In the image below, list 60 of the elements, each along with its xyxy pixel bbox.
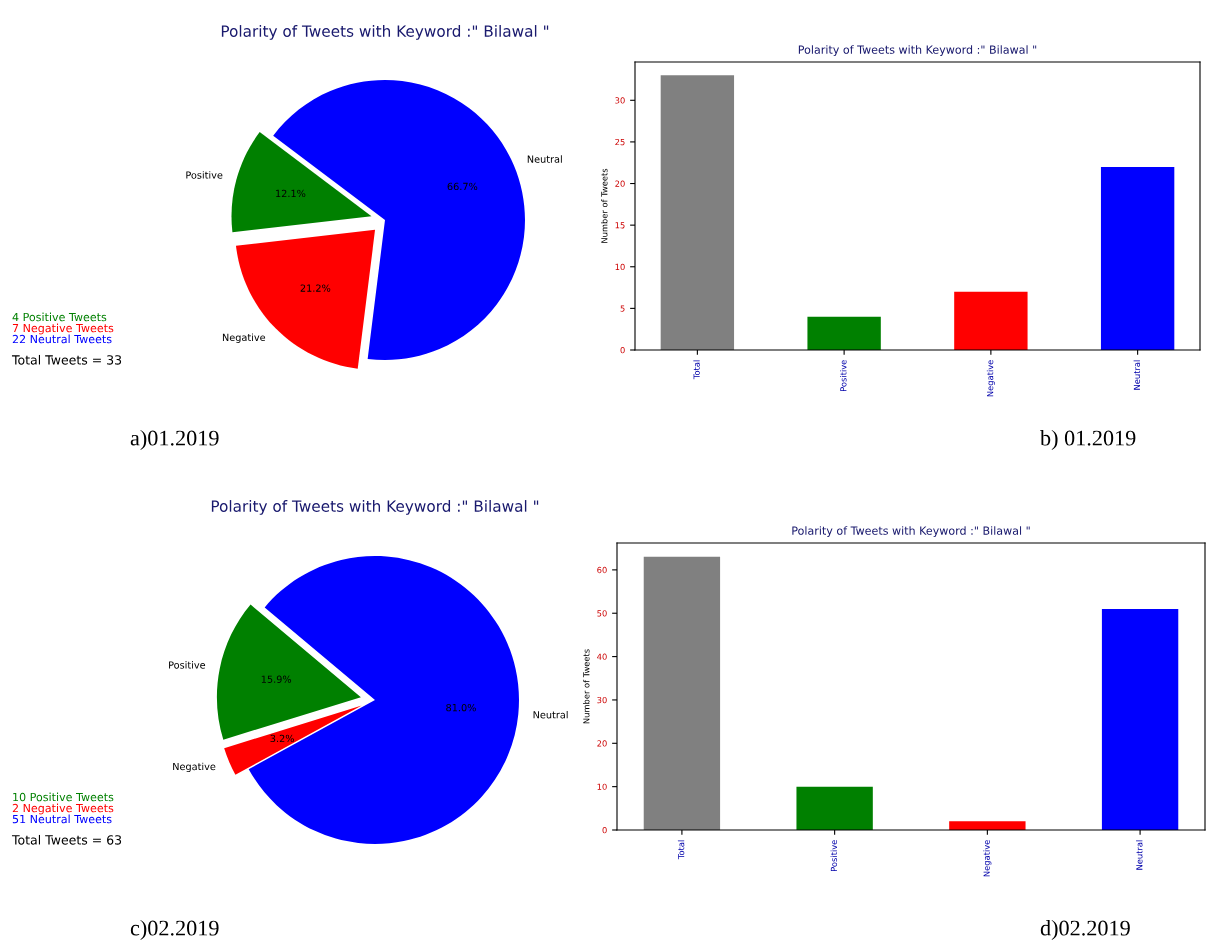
data-label: 81.0% xyxy=(446,703,476,712)
text: 4 Positive Tweets xyxy=(12,312,107,322)
slice-label: Negative xyxy=(222,333,266,343)
x-tick-label: Negative xyxy=(986,360,995,397)
x-tick-label: Neutral xyxy=(1133,360,1141,390)
text: c)02.2019 xyxy=(130,919,219,941)
data-label: 3.2% xyxy=(270,734,294,743)
y-tick-label: 25 xyxy=(615,138,625,146)
y-tick-label: 0 xyxy=(602,826,607,834)
bar xyxy=(954,291,1028,350)
text: 10 Positive Tweets xyxy=(13,792,114,802)
text: a)01.2019 xyxy=(130,429,219,451)
y-tick-label: 30 xyxy=(615,97,625,104)
bar xyxy=(949,821,1026,830)
y-tick-label: 30 xyxy=(597,696,607,704)
text: Total Tweets = 33 xyxy=(11,354,122,365)
y-axis-title: Number of Tweets xyxy=(601,168,608,243)
text: Total Tweets = 63 xyxy=(11,834,122,845)
data-label: 21.2% xyxy=(300,284,331,292)
x-tick-label: Total xyxy=(693,360,700,380)
bar xyxy=(807,316,881,350)
y-tick-label: 0 xyxy=(620,346,625,354)
x-tick-label: Total xyxy=(677,840,685,860)
x-tick-label: Positive xyxy=(830,840,838,872)
slice-label: Positive xyxy=(186,171,223,179)
chart-title: Polarity of Tweets with Keyword :" Bilawal " xyxy=(798,45,1037,56)
text: d)02.2019 xyxy=(1040,919,1130,941)
bar xyxy=(1101,608,1179,830)
text: 2 Negative Tweets xyxy=(12,803,114,815)
data-label: 15.9% xyxy=(261,675,292,683)
slice-label: Neutral xyxy=(533,710,568,719)
y-tick-label: 20 xyxy=(615,180,625,187)
y-tick-label: 50 xyxy=(597,610,607,617)
x-tick-label: Negative xyxy=(983,840,992,877)
x-tick-label: Neutral xyxy=(1136,840,1143,870)
data-label: 12.1% xyxy=(276,189,306,198)
chart-title: Polarity of Tweets with Keyword :" Bilawal " xyxy=(221,25,549,40)
y-tick-label: 10 xyxy=(615,263,625,271)
data-label: 66.7% xyxy=(447,182,478,191)
y-tick-label: 60 xyxy=(597,566,607,574)
y-tick-label: 5 xyxy=(620,305,625,312)
y-axis-title: Number of Tweets xyxy=(583,649,590,724)
bar xyxy=(660,75,735,350)
y-tick-label: 10 xyxy=(597,783,607,790)
slice-label: Negative xyxy=(173,762,216,773)
bar xyxy=(1100,166,1175,350)
y-tick-label: 15 xyxy=(615,222,625,229)
x-tick-label: Positive xyxy=(840,360,847,392)
chart-title: Polarity of Tweets with Keyword :" Bilawal " xyxy=(792,526,1030,537)
chart-title: Polarity of Tweets with Keyword :" Bilawal " xyxy=(211,500,539,515)
bar xyxy=(643,556,721,830)
text: 51 Neutral Tweets xyxy=(12,814,112,824)
y-tick-label: 40 xyxy=(597,653,607,660)
slice-label: Positive xyxy=(169,661,206,669)
bar xyxy=(796,786,873,830)
text: 22 Neutral Tweets xyxy=(12,334,112,344)
y-tick-label: 20 xyxy=(597,740,607,747)
text: 7 Negative Tweets xyxy=(12,323,114,335)
text: b) 01.2019 xyxy=(1040,429,1136,451)
slice-label: Neutral xyxy=(527,155,562,163)
